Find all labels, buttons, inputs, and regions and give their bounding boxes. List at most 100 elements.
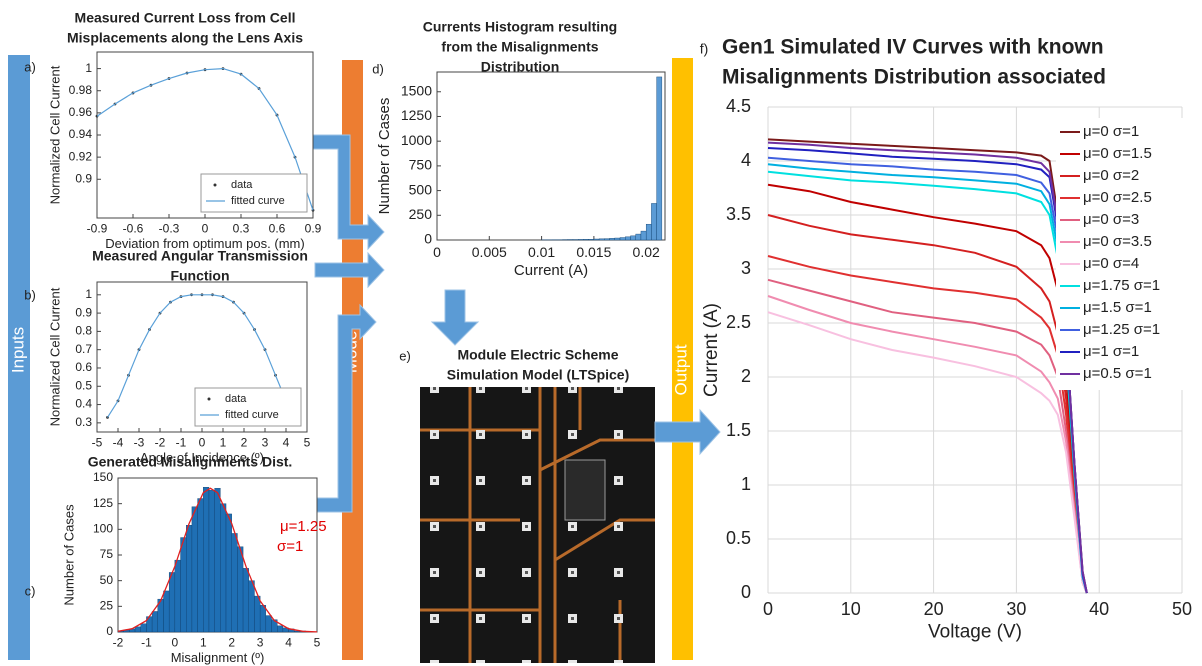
y-tick-label: 0.5	[75, 378, 92, 392]
y-tick-label: 0.96	[69, 105, 93, 119]
histogram-bar	[640, 230, 647, 241]
series-line	[767, 295, 1088, 594]
y-tick-label: 0	[106, 624, 113, 638]
chart-title: Gen1 Simulated IV Curves with known	[722, 36, 1104, 59]
histogram-bar	[231, 533, 238, 633]
x-tick-label: 1	[220, 436, 227, 450]
chart-title: Misplacements along the Lens Axis	[67, 30, 303, 46]
x-tick-label: 1	[200, 636, 207, 650]
x-tick-label: 0	[433, 244, 441, 260]
panel-label: e)	[399, 348, 411, 363]
y-tick-label: 25	[100, 599, 114, 613]
histogram-bar	[619, 237, 626, 241]
legend-label: μ=0 σ=4	[1083, 255, 1139, 272]
x-tick-label: 0.005	[472, 244, 507, 260]
y-axis-label: Number of Cases	[61, 504, 76, 606]
series-line	[767, 311, 1088, 594]
series-line	[767, 156, 1088, 594]
x-tick-label: 0	[202, 222, 209, 236]
y-tick-label: 150	[93, 470, 113, 484]
histogram-bar	[214, 488, 221, 633]
histogram-bar	[609, 238, 615, 241]
y-tick-label: 1000	[401, 132, 432, 148]
legend-box	[194, 387, 302, 427]
chart-title: Distribution	[481, 59, 560, 75]
x-axis-label: Angle of Incidence (º)	[140, 450, 264, 465]
histogram-bar	[140, 623, 147, 633]
y-tick-label: 2	[741, 366, 751, 386]
y-tick-label: 0	[424, 231, 432, 247]
histogram-bar	[656, 76, 663, 241]
plot-area	[436, 71, 666, 241]
y-axis-label: Normalized Cell Current	[47, 287, 62, 426]
x-tick-label: 5	[304, 436, 311, 450]
chart-title: Misalignments Distribution associated	[722, 66, 1106, 89]
legend-box	[1056, 118, 1200, 390]
histogram-bar	[151, 611, 159, 633]
x-axis-label: Deviation from optimum pos. (mm)	[105, 236, 304, 251]
y-tick-label: 75	[100, 547, 114, 561]
y-axis-label: Normalized Cell Current	[47, 65, 62, 204]
x-tick-label: 2	[228, 636, 235, 650]
histogram-bar	[265, 615, 272, 633]
panel-label: a)	[24, 59, 36, 74]
y-axis-label: Current (A)	[701, 303, 722, 397]
x-tick-label: -4	[113, 436, 124, 450]
x-tick-label: -2	[155, 436, 166, 450]
legend-label: μ=0 σ=2	[1083, 167, 1139, 184]
x-tick-label: 10	[841, 599, 861, 619]
histogram-bar	[614, 237, 621, 241]
y-tick-label: 4.5	[726, 96, 751, 116]
x-tick-label: 4	[283, 436, 290, 450]
y-tick-label: 100	[93, 522, 113, 536]
legend-marker	[207, 397, 211, 401]
y-tick-label: 1.5	[726, 420, 751, 440]
y-axis-label: Number of Cases	[376, 98, 393, 215]
y-tick-label: 0.5	[726, 528, 751, 548]
histogram-bar	[254, 595, 261, 633]
histogram-bar	[583, 239, 589, 241]
x-tick-label: 4	[285, 636, 292, 650]
y-tick-label: 0.4	[75, 397, 92, 411]
x-tick-label: 0.01	[528, 244, 555, 260]
legend-label: μ=0 σ=3.5	[1083, 233, 1152, 250]
y-tick-label: 0.9	[75, 305, 92, 319]
chart-title: Currents Histogram resulting	[423, 19, 617, 35]
x-tick-label: 3	[257, 636, 264, 650]
chart: Generated Misalignments Dist. c) -2 -1 0 1 2 3 4…	[25, 454, 327, 665]
output-bar	[672, 58, 693, 660]
panel-label: b)	[24, 287, 36, 302]
histogram-bar	[180, 537, 187, 633]
y-tick-label: 0.6	[75, 360, 92, 374]
histogram-bar	[630, 235, 636, 241]
histogram-bar	[651, 203, 657, 241]
y-tick-label: 1	[85, 287, 92, 301]
panel-label: c)	[25, 583, 36, 598]
series-line	[767, 141, 1088, 594]
x-tick-label: -2	[113, 636, 124, 650]
series-line	[767, 138, 1088, 594]
histogram-bar	[168, 572, 176, 633]
x-axis-label: Voltage (V)	[928, 622, 1022, 643]
histogram-bar	[197, 498, 204, 633]
series-line	[767, 170, 1088, 594]
histogram-bar	[174, 559, 181, 633]
x-axis-label: Misalignment (º)	[171, 650, 265, 665]
chart: Measured Angular Transmission Function b) -…	[24, 248, 310, 465]
x-tick-label: -0.3	[159, 222, 180, 236]
histogram-bar	[186, 525, 193, 633]
histogram-bar	[208, 490, 215, 633]
chart-title: Generated Misalignments Dist.	[88, 454, 293, 470]
panel-title: Module Electric Scheme	[457, 347, 618, 363]
y-tick-label: 0.8	[75, 324, 92, 338]
panel-label: d)	[372, 61, 384, 76]
x-tick-label: -1	[176, 436, 187, 450]
panel-label: f)	[700, 41, 709, 57]
histogram-bar	[225, 513, 232, 633]
x-tick-label: -3	[134, 436, 145, 450]
flow-arrows	[294, 134, 721, 513]
histogram-bar	[242, 568, 249, 633]
output-label: Output	[671, 344, 690, 395]
histogram-bar	[277, 625, 284, 633]
